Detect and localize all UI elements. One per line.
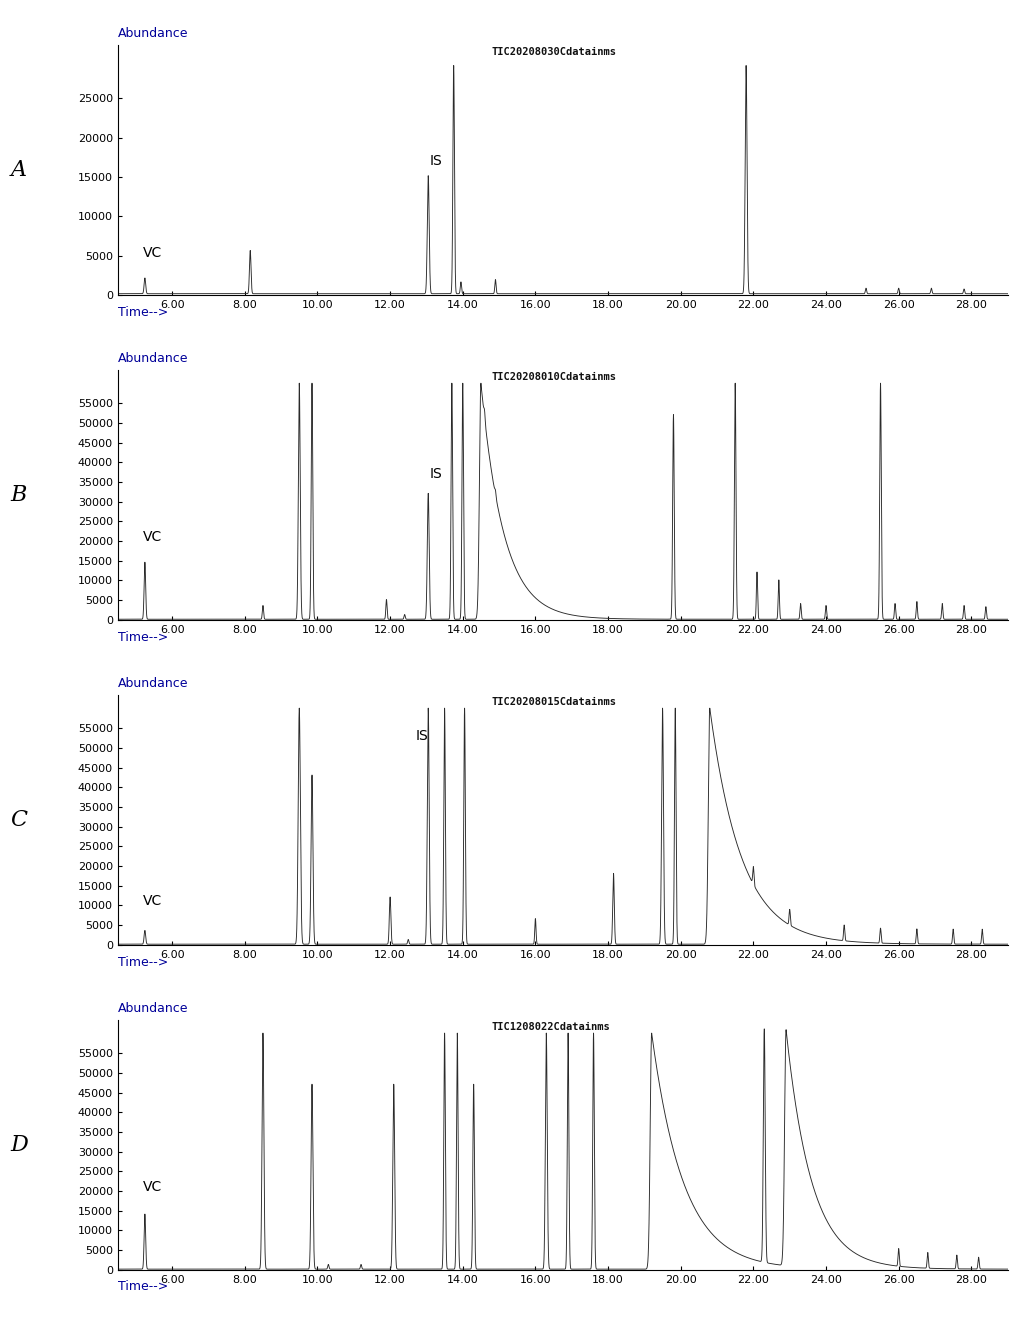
Text: Time-->: Time-->: [118, 306, 168, 319]
Text: VC: VC: [143, 1181, 163, 1194]
Text: Time-->: Time-->: [118, 1281, 168, 1293]
Text: VC: VC: [143, 894, 163, 909]
Text: A: A: [10, 158, 27, 181]
Text: Abundance: Abundance: [118, 27, 188, 40]
Text: Time-->: Time-->: [118, 955, 168, 969]
Text: VC: VC: [143, 247, 163, 260]
Text: IS: IS: [415, 729, 429, 744]
Text: Abundance: Abundance: [118, 677, 188, 690]
Text: TIC20208015Cdatainms: TIC20208015Cdatainms: [491, 697, 617, 708]
Text: TIC20208030Cdatainms: TIC20208030Cdatainms: [491, 47, 617, 58]
Text: TIC1208022Cdatainms: TIC1208022Cdatainms: [491, 1022, 610, 1032]
Text: Abundance: Abundance: [118, 1002, 188, 1014]
Text: Abundance: Abundance: [118, 352, 188, 364]
Text: IS: IS: [430, 154, 443, 168]
Text: Time-->: Time-->: [118, 631, 168, 643]
Text: TIC20208010Cdatainms: TIC20208010Cdatainms: [491, 373, 617, 382]
Text: IS: IS: [430, 468, 443, 481]
Text: B: B: [10, 484, 27, 505]
Text: VC: VC: [143, 531, 163, 544]
Text: D: D: [10, 1134, 28, 1155]
Text: C: C: [10, 808, 28, 831]
